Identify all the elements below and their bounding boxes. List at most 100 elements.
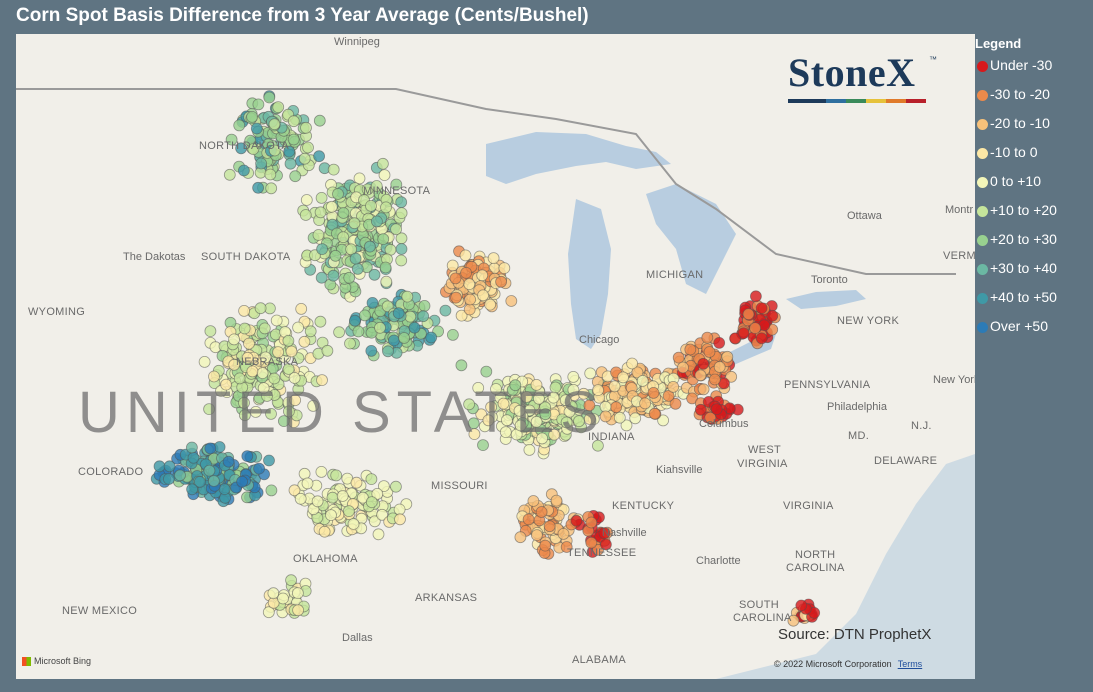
basis-point[interactable]: [292, 604, 305, 617]
basis-point[interactable]: [252, 98, 265, 111]
basis-point[interactable]: [207, 475, 220, 487]
basis-point[interactable]: [372, 528, 385, 541]
basis-point[interactable]: [387, 334, 400, 347]
basis-point[interactable]: [378, 169, 391, 182]
basis-point[interactable]: [592, 384, 604, 397]
basis-point[interactable]: [363, 240, 376, 253]
basis-point[interactable]: [342, 505, 355, 518]
basis-point[interactable]: [766, 309, 779, 322]
basis-point[interactable]: [729, 332, 741, 345]
basis-point[interactable]: [332, 188, 344, 200]
basis-point[interactable]: [694, 369, 707, 382]
basis-point[interactable]: [559, 394, 572, 407]
basis-point[interactable]: [265, 182, 278, 195]
basis-point[interactable]: [721, 350, 734, 363]
basis-point[interactable]: [484, 298, 497, 311]
basis-point[interactable]: [636, 374, 649, 387]
basis-point[interactable]: [530, 415, 543, 428]
basis-point[interactable]: [377, 480, 390, 493]
basis-point[interactable]: [228, 358, 241, 371]
basis-point[interactable]: [268, 372, 281, 385]
basis-point[interactable]: [185, 441, 198, 454]
basis-point[interactable]: [365, 344, 378, 357]
basis-point[interactable]: [647, 386, 660, 399]
basis-point[interactable]: [560, 416, 573, 429]
legend-item-under-30[interactable]: Under -30: [975, 57, 1093, 86]
legend-item-neg10-0[interactable]: -10 to 0: [975, 144, 1093, 173]
basis-point[interactable]: [315, 271, 328, 284]
basis-point[interactable]: [250, 122, 263, 135]
basis-point[interactable]: [163, 460, 176, 473]
basis-point[interactable]: [325, 200, 338, 213]
basis-point[interactable]: [329, 249, 342, 262]
basis-point[interactable]: [557, 527, 570, 540]
basis-point[interactable]: [282, 334, 295, 347]
basis-point[interactable]: [460, 266, 473, 279]
basis-point[interactable]: [657, 414, 669, 427]
basis-point[interactable]: [315, 465, 328, 478]
basis-point[interactable]: [321, 344, 334, 357]
basis-point[interactable]: [241, 450, 254, 463]
basis-point[interactable]: [394, 513, 406, 526]
basis-point[interactable]: [256, 367, 269, 380]
basis-point[interactable]: [277, 415, 290, 428]
basis-point[interactable]: [550, 494, 563, 507]
basis-point[interactable]: [326, 491, 339, 504]
basis-point[interactable]: [629, 412, 642, 425]
basis-point[interactable]: [301, 477, 314, 490]
basis-point[interactable]: [669, 397, 682, 410]
basis-point[interactable]: [584, 367, 597, 380]
basis-point[interactable]: [390, 223, 403, 236]
legend-item-pos20-pos30[interactable]: +20 to +30: [975, 231, 1093, 260]
basis-point[interactable]: [268, 144, 281, 157]
basis-point[interactable]: [539, 539, 552, 552]
basis-point[interactable]: [264, 168, 277, 181]
basis-point[interactable]: [755, 302, 768, 315]
basis-point[interactable]: [223, 168, 236, 181]
basis-point[interactable]: [395, 254, 408, 267]
basis-point[interactable]: [455, 309, 468, 322]
basis-point[interactable]: [186, 483, 199, 496]
basis-point[interactable]: [299, 209, 312, 221]
basis-point[interactable]: [153, 460, 166, 473]
basis-point[interactable]: [755, 332, 768, 345]
basis-point[interactable]: [330, 469, 343, 482]
basis-point[interactable]: [713, 361, 726, 373]
basis-point[interactable]: [514, 531, 527, 544]
basis-point[interactable]: [312, 229, 325, 241]
basis-point[interactable]: [389, 480, 402, 493]
basis-point[interactable]: [390, 178, 403, 191]
basis-point[interactable]: [259, 351, 272, 364]
basis-point[interactable]: [327, 163, 340, 176]
basis-point[interactable]: [522, 513, 535, 526]
basis-point[interactable]: [710, 403, 723, 416]
basis-point[interactable]: [304, 325, 317, 338]
basis-point[interactable]: [285, 345, 298, 358]
basis-point[interactable]: [713, 336, 726, 349]
basis-point[interactable]: [262, 606, 275, 619]
basis-point[interactable]: [203, 464, 216, 477]
basis-point[interactable]: [631, 366, 644, 379]
basis-point[interactable]: [288, 372, 301, 384]
basis-point[interactable]: [352, 325, 365, 338]
basis-point[interactable]: [376, 157, 389, 170]
basis-point[interactable]: [247, 143, 260, 155]
basis-point[interactable]: [294, 492, 307, 505]
basis-point[interactable]: [318, 525, 331, 538]
legend-item-neg20-neg10[interactable]: -20 to -10: [975, 115, 1093, 144]
basis-point[interactable]: [401, 290, 414, 303]
basis-point[interactable]: [527, 495, 540, 507]
basis-point[interactable]: [477, 439, 489, 452]
basis-point[interactable]: [513, 404, 526, 417]
basis-point[interactable]: [314, 315, 327, 328]
basis-point[interactable]: [600, 538, 612, 551]
basis-point[interactable]: [382, 345, 394, 358]
basis-point[interactable]: [795, 599, 808, 612]
basis-point[interactable]: [439, 304, 452, 317]
basis-point[interactable]: [316, 374, 328, 387]
basis-point[interactable]: [302, 141, 314, 154]
basis-point[interactable]: [749, 322, 761, 335]
basis-point[interactable]: [377, 233, 390, 246]
basis-point[interactable]: [337, 231, 350, 244]
basis-point[interactable]: [233, 372, 246, 385]
